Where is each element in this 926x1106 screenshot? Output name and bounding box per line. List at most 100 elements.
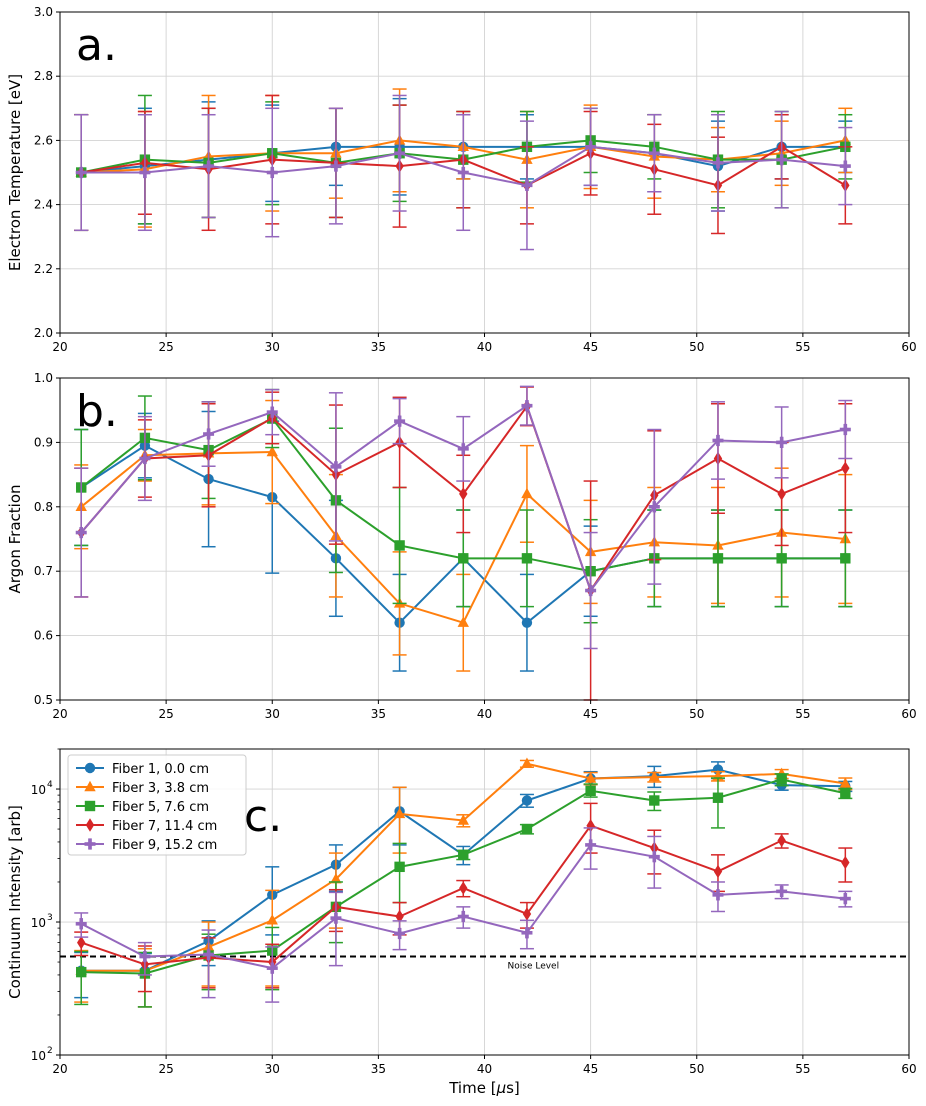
x-tick-label: 30: [265, 340, 280, 354]
data-point: [79, 167, 84, 178]
data-point: [79, 527, 84, 539]
x-tick-label: 50: [689, 1062, 704, 1076]
data-point: [270, 167, 275, 178]
data-point: [459, 881, 468, 895]
data-point: [779, 154, 784, 166]
x-tick-label: 25: [158, 340, 173, 354]
data-point: [588, 585, 593, 597]
x-tick-label: 50: [689, 707, 704, 721]
data-point: [206, 948, 211, 960]
y-tick-label: 2.4: [34, 198, 53, 212]
data-point: [459, 487, 468, 501]
legend-entry: Fiber 7, 11.4 cm: [112, 819, 217, 834]
x-tick-label: 60: [901, 340, 916, 354]
data-point: [457, 814, 469, 825]
x-tick-label: 45: [583, 340, 598, 354]
x-axis-label-mu: μ: [496, 1079, 507, 1097]
x-tick-label: 60: [901, 1062, 916, 1076]
data-point: [458, 849, 469, 861]
y-tick-exponent: 3: [47, 913, 53, 923]
series-5: [74, 827, 853, 1003]
noise-level-label: Noise Level: [508, 962, 560, 972]
data-point: [841, 855, 850, 870]
legend-marker: [84, 800, 96, 812]
data-point: [270, 962, 275, 974]
data-point: [649, 795, 660, 806]
x-axis-label-suffix: s]: [506, 1079, 520, 1097]
y-tick-exponent: 4: [47, 780, 53, 790]
data-point: [840, 788, 851, 799]
y-tick-label: 2.2: [34, 262, 53, 276]
data-point: [461, 911, 466, 923]
data-point: [652, 501, 657, 513]
data-point: [206, 160, 211, 172]
x-tick-label: 25: [158, 1062, 173, 1076]
x-tick-label: 35: [371, 1062, 386, 1076]
x-tick-label: 35: [371, 340, 386, 354]
data-point: [521, 795, 533, 806]
x-tick-label: 45: [583, 707, 598, 721]
x-tick-label: 40: [477, 1062, 492, 1076]
y-axis-label: Continuum Intensity [arb]: [6, 805, 24, 999]
x-tick-label: 25: [158, 707, 173, 721]
data-point: [266, 445, 278, 457]
panel-label: b.: [76, 386, 118, 437]
data-point: [716, 889, 720, 901]
x-tick-label: 50: [689, 340, 704, 354]
data-point: [777, 833, 786, 848]
panel-label: a.: [76, 20, 117, 71]
panel-label: c.: [244, 791, 282, 842]
data-point: [776, 774, 787, 785]
y-tick-label: 3.0: [34, 5, 53, 19]
data-point: [457, 616, 469, 627]
y-tick-label: 0.8: [34, 500, 53, 514]
x-tick-label: 60: [901, 707, 916, 721]
data-point: [779, 436, 784, 448]
x-tick-label: 30: [265, 1062, 280, 1076]
legend-entry: Fiber 5, 7.6 cm: [112, 800, 209, 815]
data-point: [521, 617, 533, 628]
chart-panel-b: 20 25 30 35 40 45 50 55 60 0.5 0.6 0.7 0.8 0.9 1.0 Argo…: [6, 371, 917, 721]
data-point: [334, 160, 338, 172]
legend-marker: [88, 838, 92, 850]
y-tick-label: 1.0: [34, 371, 53, 385]
data-point: [143, 167, 147, 178]
legend-box: [67, 754, 247, 856]
data-point: [521, 823, 533, 835]
data-point: [843, 160, 848, 172]
data-point: [839, 777, 852, 788]
data-point: [777, 487, 786, 501]
data-point: [525, 927, 529, 939]
y-tick-label: 2.0: [34, 326, 53, 340]
legend-entry: Fiber 9, 15.2 cm: [112, 838, 217, 853]
data-point: [79, 918, 84, 930]
x-tick-label: 20: [52, 1062, 67, 1076]
data-point: [522, 907, 532, 921]
y-tick-label: 2.6: [34, 133, 53, 147]
data-point: [521, 757, 533, 768]
data-point: [395, 909, 404, 924]
data-point: [397, 415, 402, 427]
legend-marker: [85, 818, 95, 832]
series-5: [74, 94, 853, 251]
legend-entry: Fiber 1, 0.0 cm: [112, 762, 209, 777]
data-point: [586, 818, 595, 833]
data-point: [843, 893, 848, 905]
x-tick-label: 55: [795, 1062, 810, 1076]
data-point: [334, 461, 338, 473]
data-point: [461, 167, 466, 178]
data-point: [206, 428, 211, 440]
y-tick-label: 0.7: [34, 564, 53, 578]
legend-entry: Fiber 3, 3.8 cm: [112, 781, 209, 796]
x-axis-label-prefix: Time [: [448, 1079, 496, 1097]
data-point: [588, 839, 593, 851]
data-point: [652, 147, 657, 159]
data-point: [77, 935, 86, 950]
data-point: [521, 487, 533, 499]
data-point: [525, 400, 529, 412]
legend: Fiber 1, 0.0 cm Fiber 3, 3.8 cm Fiber 5, 7…: [67, 754, 247, 856]
x-tick-label: 55: [795, 340, 810, 354]
x-tick-label: 20: [52, 707, 67, 721]
data-point: [458, 553, 469, 564]
data-point: [779, 885, 784, 897]
